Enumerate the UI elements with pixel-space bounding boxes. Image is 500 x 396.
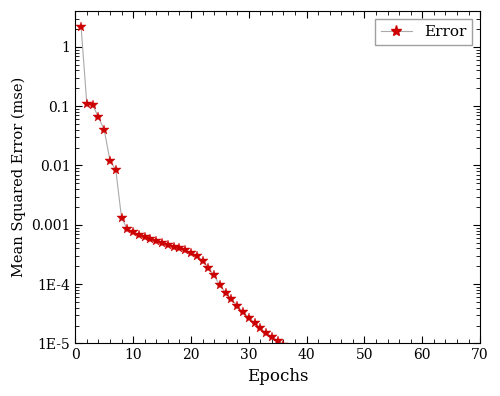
Legend: Error: Error <box>375 19 472 45</box>
X-axis label: Epochs: Epochs <box>247 368 308 385</box>
Y-axis label: Mean Squared Error (mse): Mean Squared Error (mse) <box>11 77 26 278</box>
